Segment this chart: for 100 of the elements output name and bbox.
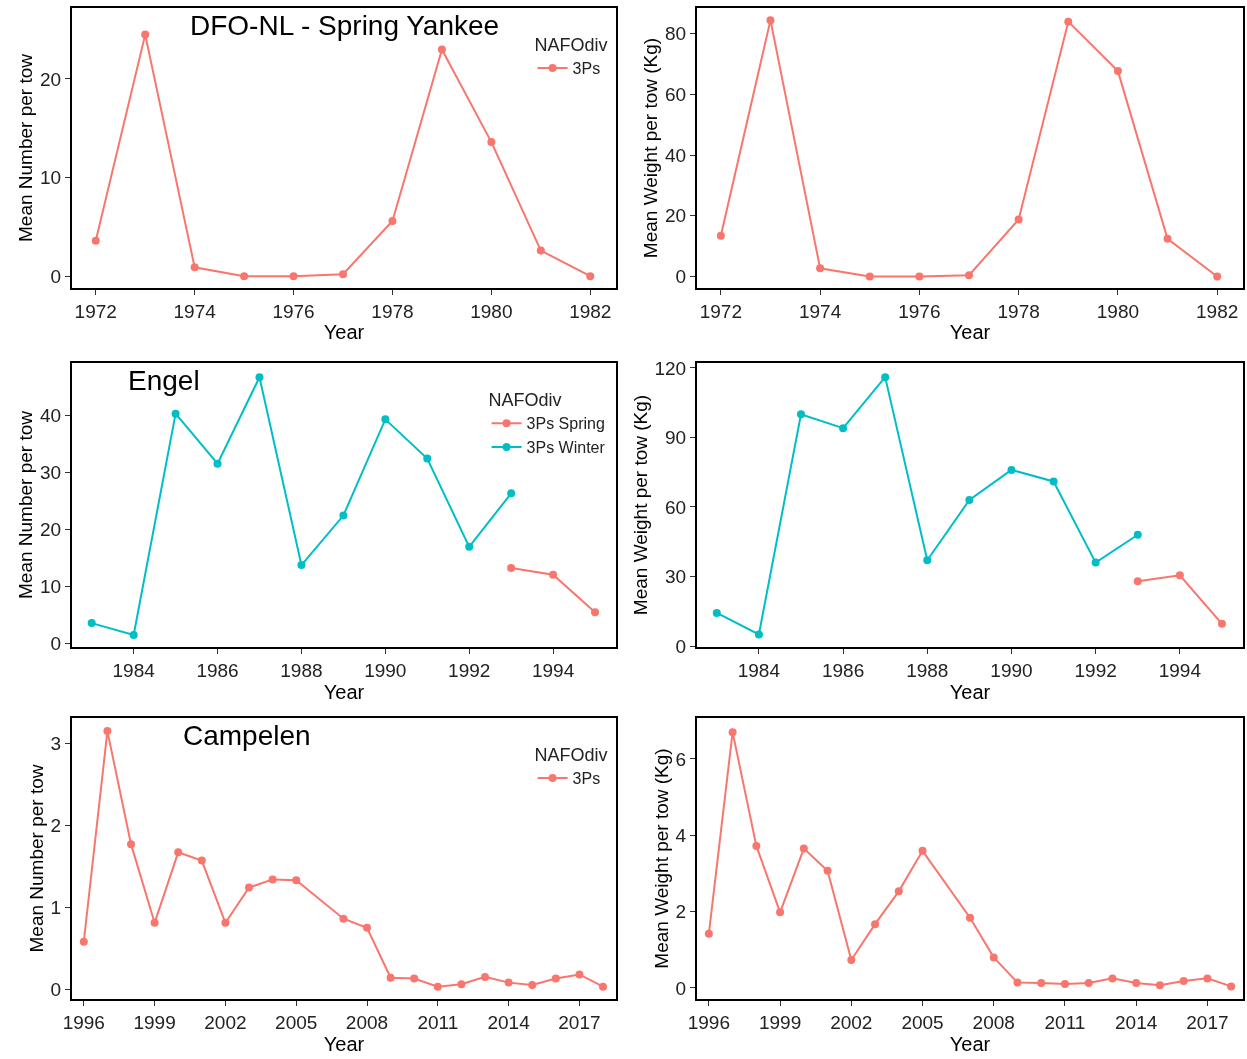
point xyxy=(240,272,249,281)
point xyxy=(1091,558,1100,567)
x-tick-label: 1994 xyxy=(531,659,575,681)
point xyxy=(1133,577,1142,586)
legend-title: NAFOdiv xyxy=(534,35,608,55)
x-tick-label: 1990 xyxy=(990,659,1033,681)
y-tick-label: 20 xyxy=(665,205,687,227)
point xyxy=(1213,272,1222,281)
point xyxy=(197,856,206,865)
x-tick-label: 1976 xyxy=(898,300,941,322)
x-tick-label: 1978 xyxy=(997,300,1040,322)
x-tick-label: 1988 xyxy=(280,659,323,681)
x-tick-label: 1980 xyxy=(470,300,513,322)
point xyxy=(1007,465,1016,474)
point xyxy=(1132,978,1141,987)
x-tick-label: 1974 xyxy=(173,300,217,322)
point xyxy=(87,619,96,628)
x-tick-label: 1976 xyxy=(272,300,315,322)
x-tick-label: 1974 xyxy=(798,300,842,322)
point xyxy=(1108,974,1117,983)
y-tick-label: 2 xyxy=(675,901,687,923)
legend-label: 3Ps Spring xyxy=(526,415,605,433)
y-tick-label: 20 xyxy=(40,68,62,90)
point xyxy=(551,974,560,983)
point xyxy=(1013,978,1022,987)
point xyxy=(437,45,446,54)
point xyxy=(704,929,713,938)
point xyxy=(213,459,222,468)
point xyxy=(816,264,825,273)
y-tick-label: 20 xyxy=(40,518,62,540)
x-tick-label: 2008 xyxy=(345,1011,389,1033)
point xyxy=(190,263,199,272)
point xyxy=(575,970,584,979)
y-tick-label: 0 xyxy=(675,977,687,999)
point xyxy=(591,608,600,617)
point xyxy=(504,978,513,987)
x-tick-label: 1988 xyxy=(906,659,949,681)
point xyxy=(823,866,832,875)
point xyxy=(1163,234,1172,243)
y-tick-label: 0 xyxy=(50,978,62,1000)
point xyxy=(245,883,254,892)
legend-title: NAFOdiv xyxy=(534,745,608,766)
x-tick-label: 1996 xyxy=(62,1011,105,1033)
point xyxy=(1155,981,1164,990)
point xyxy=(847,956,856,965)
y-tick-label: 90 xyxy=(665,427,687,449)
y-axis-title: Mean Weight per tow (Kg) xyxy=(629,394,651,616)
x-tick-label: 1992 xyxy=(448,659,491,681)
x-tick-label: 2008 xyxy=(972,1011,1015,1033)
x-tick-label: 1982 xyxy=(569,300,612,322)
point xyxy=(1113,67,1122,76)
point xyxy=(1175,571,1184,580)
point xyxy=(599,982,608,991)
y-tick-label: 40 xyxy=(665,144,687,166)
point xyxy=(1049,477,1058,486)
point xyxy=(255,373,264,382)
y-tick-label: 1 xyxy=(50,896,62,918)
x-axis-title: Year xyxy=(949,320,991,343)
point xyxy=(507,489,516,498)
x-axis-title: Year xyxy=(949,1032,991,1055)
point xyxy=(966,913,974,922)
point xyxy=(423,454,432,463)
point xyxy=(297,561,306,570)
point xyxy=(871,920,880,929)
point xyxy=(507,563,516,572)
point xyxy=(457,980,466,989)
x-tick-label: 1980 xyxy=(1096,300,1140,322)
point xyxy=(1203,974,1212,983)
point xyxy=(268,875,277,884)
x-tick-label: 2005 xyxy=(275,1011,318,1033)
point xyxy=(129,631,138,640)
y-tick-label: 0 xyxy=(50,632,62,654)
y-tick-label: 3 xyxy=(50,733,62,755)
x-tick-label: 2011 xyxy=(417,1011,459,1033)
point xyxy=(752,841,761,850)
x-tick-label: 1972 xyxy=(699,300,742,322)
y-axis-title: Mean Weight per tow (Kg) xyxy=(650,748,672,969)
point xyxy=(915,272,924,281)
chart-title: Campelen xyxy=(183,720,311,751)
point xyxy=(487,138,496,147)
y-tick-label: 10 xyxy=(40,575,62,597)
point xyxy=(339,270,348,279)
point xyxy=(481,972,490,981)
point xyxy=(410,974,419,983)
point xyxy=(1060,980,1069,989)
x-tick-label: 1990 xyxy=(364,659,407,681)
point xyxy=(289,272,298,281)
point xyxy=(171,409,180,418)
point xyxy=(766,16,775,25)
point xyxy=(918,846,927,855)
chart-title: Engel xyxy=(128,365,200,396)
x-tick-label: 2002 xyxy=(830,1011,873,1033)
point xyxy=(381,415,390,424)
point xyxy=(103,727,112,736)
point xyxy=(965,271,974,280)
x-axis-title: Year xyxy=(323,1032,365,1055)
y-tick-label: 0 xyxy=(675,635,687,657)
y-tick-label: 0 xyxy=(675,266,687,288)
point xyxy=(433,982,442,991)
point xyxy=(1227,982,1236,991)
